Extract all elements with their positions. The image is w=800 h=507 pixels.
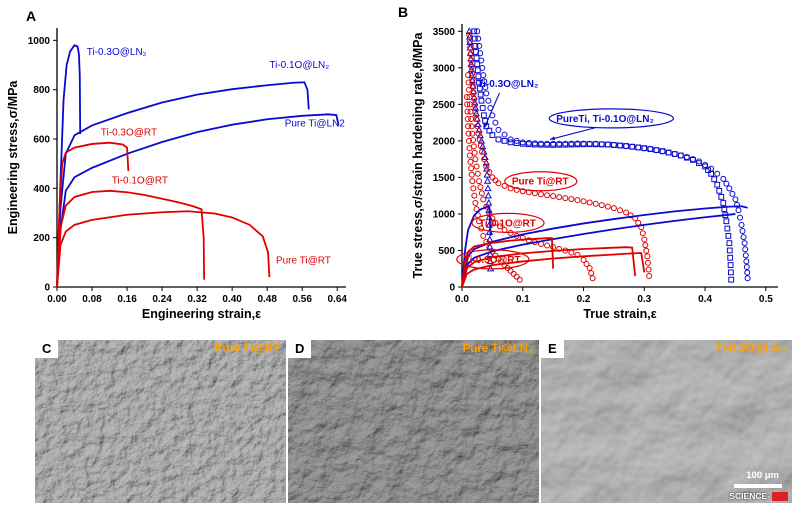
scale-bar-text: 100 μm (746, 470, 779, 481)
svg-text:1000: 1000 (28, 36, 51, 47)
panel-d-letter: D (288, 340, 312, 358)
sem-panel-d: D Pure Ti@LN₂ (288, 340, 539, 503)
sem-image-c (35, 340, 286, 503)
sem-e-label: Ti-0.3O@LN₂ (715, 343, 786, 355)
svg-text:0.40: 0.40 (222, 294, 242, 305)
sem-image-e (541, 340, 792, 503)
svg-text:Ti-0.1O@RT: Ti-0.1O@RT (479, 218, 536, 229)
svg-text:PureTi, Ti-0.1O@LN₂: PureTi, Ti-0.1O@LN₂ (556, 114, 654, 125)
svg-text:400: 400 (33, 184, 50, 195)
svg-text:500: 500 (438, 246, 455, 257)
panel-b-letter: B (398, 4, 409, 20)
svg-text:0.5: 0.5 (759, 294, 773, 305)
watermark-text: SCIENCE- (729, 491, 770, 501)
panel-a-letter: A (26, 8, 37, 24)
svg-text:Ti-0.3O@RT: Ti-0.3O@RT (464, 255, 521, 266)
sem-image-d (288, 340, 539, 503)
svg-text:0.24: 0.24 (152, 294, 172, 305)
svg-text:True stress,σ/strain hardening: True stress,σ/strain hardening rate,θ/MP… (411, 31, 425, 278)
svg-text:Pure Ti@LN2: Pure Ti@LN2 (285, 119, 346, 130)
svg-text:0.4: 0.4 (698, 294, 712, 305)
svg-text:200: 200 (33, 233, 50, 244)
panel-e-letter: E (541, 340, 564, 358)
svg-text:3500: 3500 (433, 27, 456, 38)
svg-text:0.2: 0.2 (577, 294, 591, 305)
sem-d-label: Pure Ti@LN₂ (462, 343, 533, 355)
svg-text:0.64: 0.64 (328, 294, 348, 305)
watermark-badge (772, 491, 788, 501)
svg-text:800: 800 (33, 85, 50, 96)
scale-bar (734, 484, 782, 488)
svg-text:0.16: 0.16 (117, 294, 137, 305)
svg-text:0.56: 0.56 (292, 294, 312, 305)
svg-text:Pure Ti@RT: Pure Ti@RT (512, 177, 569, 188)
svg-text:Ti-0.3O@LN₂: Ti-0.3O@LN₂ (87, 47, 147, 58)
svg-text:0.48: 0.48 (257, 294, 277, 305)
svg-text:1500: 1500 (433, 173, 456, 184)
svg-text:Ti-0.1O@LN₂: Ti-0.1O@LN₂ (269, 60, 329, 71)
engineering-stress-strain-chart: 0.00 0.08 0.16 0.24 0.32 0.40 0.48 0.56 0.64 0 200… (6, 28, 348, 321)
svg-text:2500: 2500 (433, 100, 456, 111)
panel-c-letter: C (35, 340, 59, 358)
svg-text:Ti-0.3O@RT: Ti-0.3O@RT (101, 127, 157, 138)
svg-text:Ti-0.1O@RT: Ti-0.1O@RT (112, 175, 168, 186)
svg-text:0.00: 0.00 (47, 294, 67, 305)
svg-text:1000: 1000 (433, 209, 456, 220)
svg-text:3000: 3000 (433, 63, 456, 74)
svg-text:0.08: 0.08 (82, 294, 102, 305)
svg-text:True strain,ε: True strain,ε (583, 307, 656, 321)
sem-panel-e: E Ti-0.3O@LN₂ 100 μm SCIENCE- (541, 340, 792, 503)
svg-text:0.32: 0.32 (187, 294, 207, 305)
svg-text:0.3: 0.3 (637, 294, 651, 305)
watermark: SCIENCE- (729, 491, 788, 501)
sem-c-label: Pure Ti@RT (214, 343, 280, 355)
svg-text:Pure Ti@RT: Pure Ti@RT (276, 256, 331, 267)
svg-text:2000: 2000 (433, 136, 456, 147)
true-stress-hardening-rate-chart: 0.0 0.1 0.2 0.3 0.4 0.5 0 500 1000 1500 2000 2500 30… (411, 24, 778, 321)
sem-panel-c: C Pure Ti@RT (35, 340, 286, 503)
svg-text:0: 0 (449, 283, 455, 294)
svg-text:600: 600 (33, 135, 50, 146)
svg-text:Engineering strain,ε: Engineering strain,ε (142, 307, 261, 321)
svg-text:Engineering stress,σ/MPa: Engineering stress,σ/MPa (6, 80, 20, 235)
svg-text:0.1: 0.1 (516, 294, 530, 305)
svg-text:0.0: 0.0 (455, 294, 469, 305)
svg-text:0: 0 (44, 283, 50, 294)
svg-text:Ti-0.3O@LN₂: Ti-0.3O@LN₂ (477, 79, 538, 90)
